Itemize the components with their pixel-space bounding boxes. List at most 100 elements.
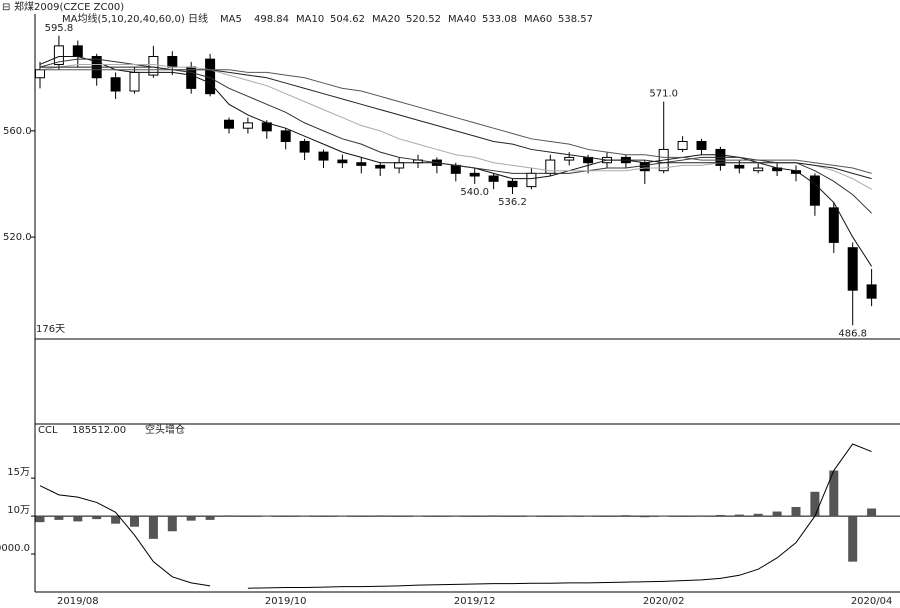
candle-body bbox=[734, 164, 745, 169]
y-tick-label: 560.0 bbox=[3, 126, 32, 137]
bar bbox=[564, 515, 574, 517]
bar bbox=[319, 516, 328, 517]
bar bbox=[186, 516, 196, 521]
candle-body bbox=[545, 159, 556, 174]
position-line bbox=[39, 485, 211, 587]
bar bbox=[224, 515, 234, 517]
days-note: 176天 bbox=[36, 324, 65, 335]
candle-body bbox=[677, 140, 688, 150]
period[interactable]: 日线 bbox=[188, 12, 208, 25]
bar bbox=[508, 516, 517, 517]
x-tick-label: 2019/08 bbox=[57, 596, 99, 607]
bar bbox=[621, 515, 631, 517]
bar bbox=[715, 514, 725, 517]
y-tick-label: 520.0 bbox=[3, 232, 32, 243]
candle-body bbox=[129, 71, 140, 92]
candle-body bbox=[809, 175, 820, 206]
candle-body bbox=[280, 130, 291, 142]
legend-name: MA10 bbox=[296, 14, 324, 25]
ind-value: 185512.00 bbox=[72, 425, 126, 436]
bar bbox=[375, 515, 385, 517]
legend-name: MA40 bbox=[448, 14, 476, 25]
candle-body bbox=[167, 55, 178, 68]
bar bbox=[829, 470, 839, 517]
candle-body bbox=[35, 69, 45, 79]
bar bbox=[167, 516, 177, 532]
candle-body bbox=[828, 207, 839, 243]
candle-body bbox=[186, 66, 197, 89]
candle-body bbox=[507, 180, 518, 188]
bar bbox=[54, 516, 64, 520]
candle-body bbox=[356, 162, 367, 166]
candle-body bbox=[526, 172, 537, 188]
bar bbox=[243, 516, 253, 517]
bar bbox=[111, 516, 121, 524]
bar bbox=[35, 516, 45, 523]
bar bbox=[73, 516, 83, 522]
candle-body bbox=[488, 175, 499, 182]
ind-status: 空头增仓 bbox=[145, 423, 185, 436]
candle-body bbox=[337, 159, 348, 164]
icon[interactable]: ⊟ bbox=[2, 2, 10, 13]
position-line bbox=[247, 443, 872, 589]
candle-body bbox=[375, 164, 386, 169]
candle-body bbox=[564, 156, 575, 161]
candle-body bbox=[394, 162, 405, 169]
y-tick-label: 15万 bbox=[7, 467, 30, 478]
candle-body bbox=[110, 77, 121, 92]
legend-value: 533.08 bbox=[482, 14, 517, 25]
x-tick-label: 2019/10 bbox=[265, 596, 307, 607]
x-tick-label: 2019/12 bbox=[454, 596, 496, 607]
y-tick-label: 10万 bbox=[7, 505, 30, 516]
bar bbox=[413, 515, 423, 517]
ind-title: CCL bbox=[38, 425, 58, 436]
candle-body bbox=[299, 140, 310, 153]
bar bbox=[583, 515, 593, 517]
bar bbox=[772, 511, 782, 517]
bar bbox=[470, 516, 480, 517]
bar bbox=[92, 516, 102, 520]
candle-body bbox=[450, 164, 461, 174]
x-tick-label: 2020/02 bbox=[643, 596, 685, 607]
bar bbox=[867, 508, 877, 517]
candle-body bbox=[224, 119, 234, 129]
symbol: 郑煤2009(CZCE ZC00) bbox=[14, 0, 124, 13]
candle-body bbox=[72, 45, 83, 57]
legend-value: 538.57 bbox=[558, 14, 593, 25]
bar bbox=[489, 515, 499, 517]
bar bbox=[148, 516, 158, 539]
extreme-label: 536.2 bbox=[498, 197, 527, 208]
bar bbox=[602, 516, 612, 517]
candle-body bbox=[242, 122, 253, 129]
bar bbox=[281, 516, 291, 517]
candle-body bbox=[639, 162, 650, 172]
bar bbox=[205, 516, 215, 520]
candle-body bbox=[148, 55, 159, 76]
bar bbox=[130, 516, 139, 527]
bar bbox=[678, 516, 688, 517]
bar bbox=[659, 515, 669, 517]
indicator[interactable]: MA均线(5,10,20,40,60,0) bbox=[62, 12, 185, 25]
bar bbox=[791, 506, 801, 517]
legend-name: MA5 bbox=[220, 14, 242, 25]
candle-body bbox=[866, 284, 877, 299]
bar bbox=[810, 491, 820, 517]
candle-body bbox=[53, 45, 64, 65]
extreme-label: 595.8 bbox=[45, 23, 74, 34]
bar bbox=[734, 514, 744, 517]
bar bbox=[394, 516, 404, 517]
bar bbox=[753, 513, 763, 517]
bar bbox=[432, 516, 442, 517]
bar bbox=[545, 516, 555, 517]
bar bbox=[451, 515, 461, 517]
x-tick-label: 2020/04 bbox=[851, 596, 893, 607]
candle-body bbox=[696, 140, 707, 150]
bar bbox=[300, 515, 310, 517]
candle-body bbox=[753, 167, 764, 172]
bar bbox=[356, 516, 366, 517]
legend-value: 520.52 bbox=[406, 14, 441, 25]
ma-line bbox=[40, 69, 872, 174]
bar bbox=[697, 515, 706, 517]
